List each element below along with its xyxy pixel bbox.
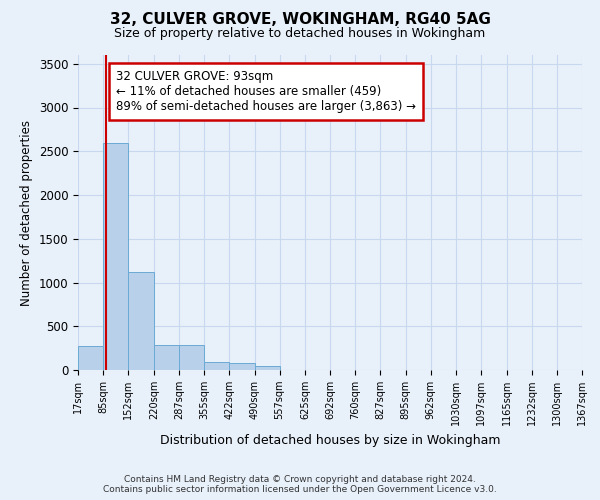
Bar (78, 346, 103, 370)
Bar (103, 142, 128, 370)
Text: Contains HM Land Registry data © Crown copyright and database right 2024.
Contai: Contains HM Land Registry data © Crown c… (103, 474, 497, 494)
Bar (179, 345, 204, 370)
Bar (229, 364, 254, 370)
Text: 32, CULVER GROVE, WOKINGHAM, RG40 5AG: 32, CULVER GROVE, WOKINGHAM, RG40 5AG (110, 12, 490, 28)
Text: Size of property relative to detached houses in Wokingham: Size of property relative to detached ho… (115, 28, 485, 40)
X-axis label: Distribution of detached houses by size in Wokingham: Distribution of detached houses by size … (160, 434, 500, 446)
Bar (128, 272, 154, 370)
Bar (154, 344, 179, 370)
Text: 32 CULVER GROVE: 93sqm
← 11% of detached houses are smaller (459)
89% of semi-de: 32 CULVER GROVE: 93sqm ← 11% of detached… (116, 70, 416, 113)
Bar (204, 362, 229, 370)
Bar (254, 366, 280, 370)
Y-axis label: Number of detached properties: Number of detached properties (20, 120, 33, 306)
